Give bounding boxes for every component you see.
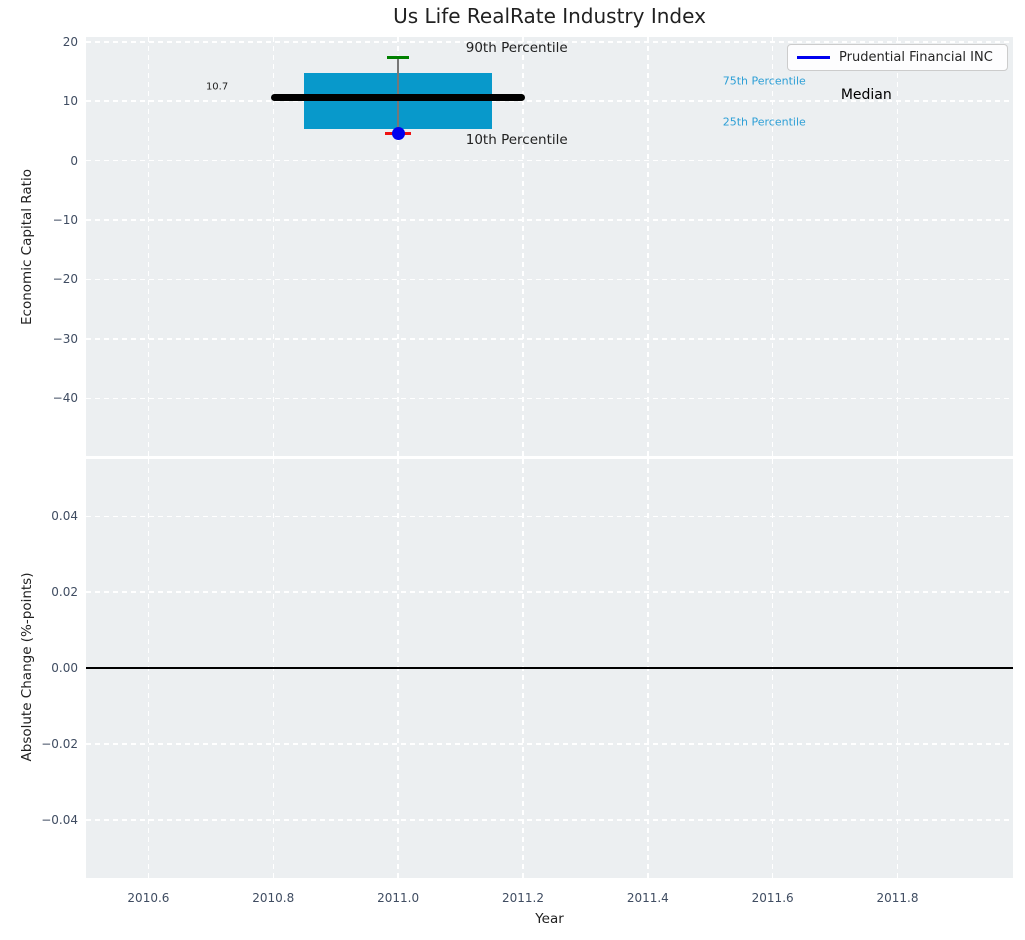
legend-label: Prudential Financial INC	[839, 50, 993, 65]
company-marker	[391, 127, 405, 141]
y-tick-label: −0.02	[41, 737, 78, 752]
y-tick-label: 0	[70, 153, 78, 168]
gridline-x	[147, 37, 150, 456]
y-axis-label-economic-capital-ratio: Economic Capital Ratio	[19, 169, 35, 325]
gridline-x	[647, 37, 649, 456]
annotation-10th-percentile: 10th Percentile	[465, 132, 568, 149]
gridline-x	[272, 37, 275, 456]
gridline-x	[771, 37, 774, 456]
gridline-x	[397, 37, 399, 456]
gridline-y	[86, 159, 1013, 162]
gridline-y	[86, 819, 1013, 821]
x-tick-label: 2011.6	[751, 891, 794, 905]
x-tick-label: 2011.8	[876, 891, 919, 905]
annotation-25th-percentile: 25th Percentile	[722, 115, 806, 129]
y-tick-label: −10	[52, 213, 78, 228]
y-tick-label: −40	[52, 391, 78, 406]
gridline-y	[86, 515, 1013, 518]
whisker-cap-90th	[386, 56, 410, 60]
x-tick-label: 2011.2	[501, 891, 544, 905]
legend: Prudential Financial INC	[787, 44, 1008, 71]
x-tick-label: 2011.0	[377, 891, 420, 905]
annotation-90th-percentile: 90th Percentile	[465, 40, 568, 57]
gridline-y	[86, 338, 1013, 340]
y-tick-label: 0.00	[51, 661, 78, 676]
chart-title: Us Life RealRate Industry Index	[393, 4, 706, 28]
zero-line	[86, 667, 1013, 670]
gridline-y	[86, 41, 1013, 43]
gridline-x	[896, 37, 899, 456]
y-tick-label: 0.04	[51, 509, 78, 524]
median-line	[271, 93, 525, 101]
annotation-75th-percentile: 75th Percentile	[722, 74, 806, 88]
gridline-y	[86, 743, 1013, 745]
x-tick-label: 2010.8	[252, 891, 295, 905]
x-axis-label-year: Year	[535, 911, 564, 927]
y-tick-label: 0.02	[51, 585, 78, 600]
y-tick-label: 10	[62, 94, 78, 109]
gridline-y	[86, 591, 1013, 593]
legend-line-sample	[797, 56, 830, 59]
annotation-median-value: 10.7	[205, 81, 229, 93]
y-tick-label: −30	[52, 331, 78, 346]
plot-area	[86, 37, 1013, 456]
annotation-median: Median	[840, 87, 892, 104]
gridline-y	[86, 397, 1013, 400]
x-tick-label: 2011.4	[626, 891, 669, 905]
y-tick-label: −0.04	[41, 812, 78, 827]
y-tick-label: 20	[62, 34, 78, 49]
gridline-x	[522, 37, 524, 456]
gridline-y	[86, 219, 1013, 221]
y-tick-label: −20	[52, 272, 78, 287]
gridline-y	[86, 278, 1013, 281]
x-tick-label: 2010.6	[127, 891, 170, 905]
gridline-y	[86, 100, 1013, 102]
